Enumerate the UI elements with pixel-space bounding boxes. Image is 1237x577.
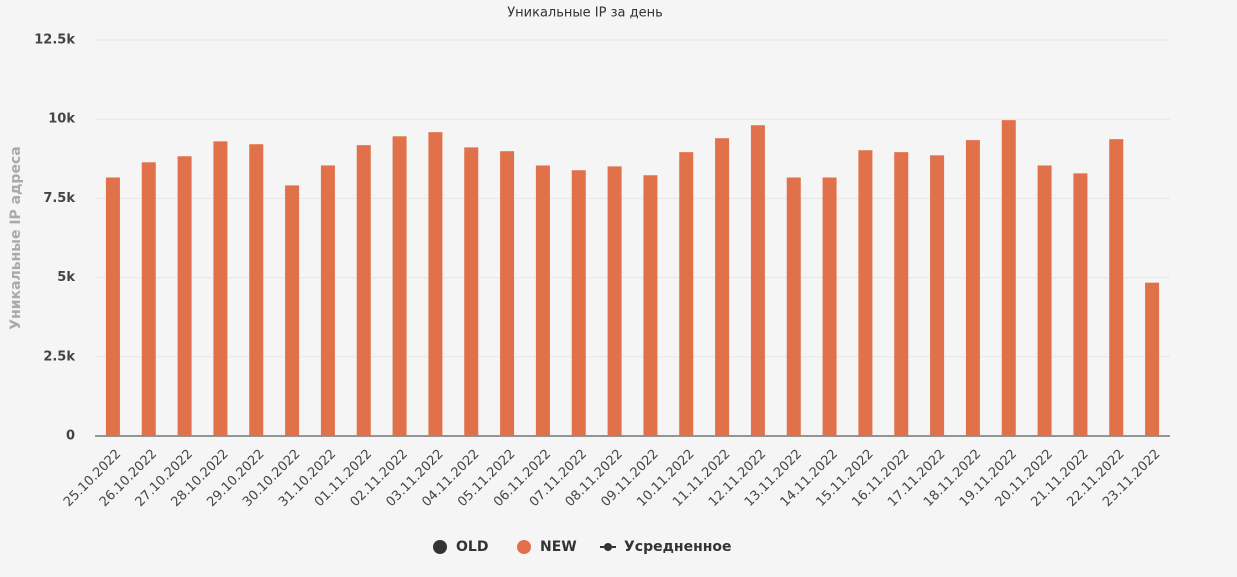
bar — [285, 185, 300, 436]
y-tick-label: 12.5k — [34, 33, 75, 48]
bar — [643, 175, 658, 436]
bar — [428, 132, 443, 437]
bar — [822, 177, 837, 436]
legend-label[interactable]: Усредненное — [624, 539, 732, 555]
bar — [320, 165, 335, 436]
bar — [1037, 165, 1052, 436]
bar — [535, 165, 550, 436]
bar — [965, 140, 980, 436]
legend-label[interactable]: NEW — [540, 539, 577, 555]
bar — [894, 152, 909, 436]
y-tick-label: 2.5k — [43, 349, 75, 364]
y-tick-label: 7.5k — [43, 191, 75, 206]
bar — [750, 125, 765, 436]
bar — [715, 138, 730, 436]
y-tick-label: 10k — [48, 112, 75, 127]
bar — [213, 141, 228, 436]
y-tick-label: 5k — [57, 270, 75, 285]
legend-marker — [604, 543, 612, 551]
bar — [356, 145, 371, 436]
chart-title: Уникальные IP за день — [507, 6, 663, 21]
bar — [1145, 282, 1160, 436]
bar — [786, 177, 801, 436]
bar — [607, 166, 622, 436]
legend-label[interactable]: OLD — [456, 539, 488, 555]
bar — [464, 147, 479, 436]
bar — [500, 151, 515, 437]
bar — [571, 170, 586, 436]
bar — [858, 150, 873, 436]
bar — [141, 162, 156, 437]
bar — [1109, 139, 1124, 437]
bar — [1001, 120, 1016, 437]
y-tick-label: 0 — [66, 429, 75, 444]
bar — [679, 152, 694, 436]
bar — [105, 177, 120, 436]
y-axis-label: Уникальные IP адреса — [8, 146, 24, 329]
legend-marker — [517, 540, 531, 554]
bar — [930, 155, 945, 437]
bar — [1073, 173, 1088, 436]
bar — [249, 144, 264, 436]
bar — [177, 156, 192, 436]
bar — [392, 136, 407, 437]
legend-marker — [433, 540, 447, 554]
